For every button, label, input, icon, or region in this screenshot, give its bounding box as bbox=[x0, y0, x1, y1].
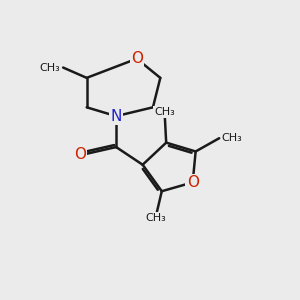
Text: CH₃: CH₃ bbox=[221, 133, 242, 143]
Text: O: O bbox=[187, 175, 199, 190]
Text: O: O bbox=[131, 51, 143, 66]
Text: N: N bbox=[110, 109, 122, 124]
Text: CH₃: CH₃ bbox=[146, 213, 166, 223]
Text: CH₃: CH₃ bbox=[154, 107, 175, 117]
Text: CH₃: CH₃ bbox=[39, 63, 60, 73]
Text: O: O bbox=[74, 147, 86, 162]
